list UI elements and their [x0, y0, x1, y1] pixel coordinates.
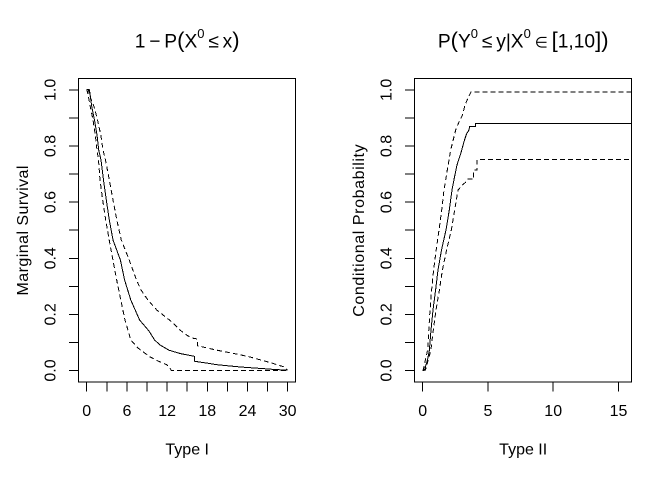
svg-text:24: 24 [239, 403, 257, 420]
svg-text:0: 0 [418, 403, 427, 420]
svg-text:Conditional Probability: Conditional Probability [351, 144, 368, 317]
svg-text:0.0: 0.0 [43, 359, 60, 381]
svg-text:0.6: 0.6 [379, 191, 396, 213]
svg-text:30: 30 [279, 403, 297, 420]
svg-text:0.2: 0.2 [43, 303, 60, 325]
svg-text:18: 18 [198, 403, 216, 420]
svg-text:Type I: Type I [165, 442, 209, 459]
svg-text:10: 10 [544, 403, 562, 420]
svg-text:12: 12 [158, 403, 176, 420]
svg-text:0.2: 0.2 [379, 303, 396, 325]
svg-text:15: 15 [610, 403, 628, 420]
svg-text:6: 6 [122, 403, 131, 420]
svg-text:0: 0 [82, 403, 91, 420]
svg-text:1.0: 1.0 [43, 79, 60, 101]
svg-text:0.4: 0.4 [379, 247, 396, 269]
svg-text:0.0: 0.0 [379, 359, 396, 381]
svg-text:Type II: Type II [499, 442, 547, 459]
svg-text:0.8: 0.8 [43, 135, 60, 157]
svg-text:1.0: 1.0 [379, 79, 396, 101]
svg-text:0.6: 0.6 [43, 191, 60, 213]
svg-text:5: 5 [483, 403, 492, 420]
svg-text:0.8: 0.8 [379, 135, 396, 157]
svg-text:Marginal Survival: Marginal Survival [15, 165, 32, 295]
svg-text:0.4: 0.4 [43, 247, 60, 269]
